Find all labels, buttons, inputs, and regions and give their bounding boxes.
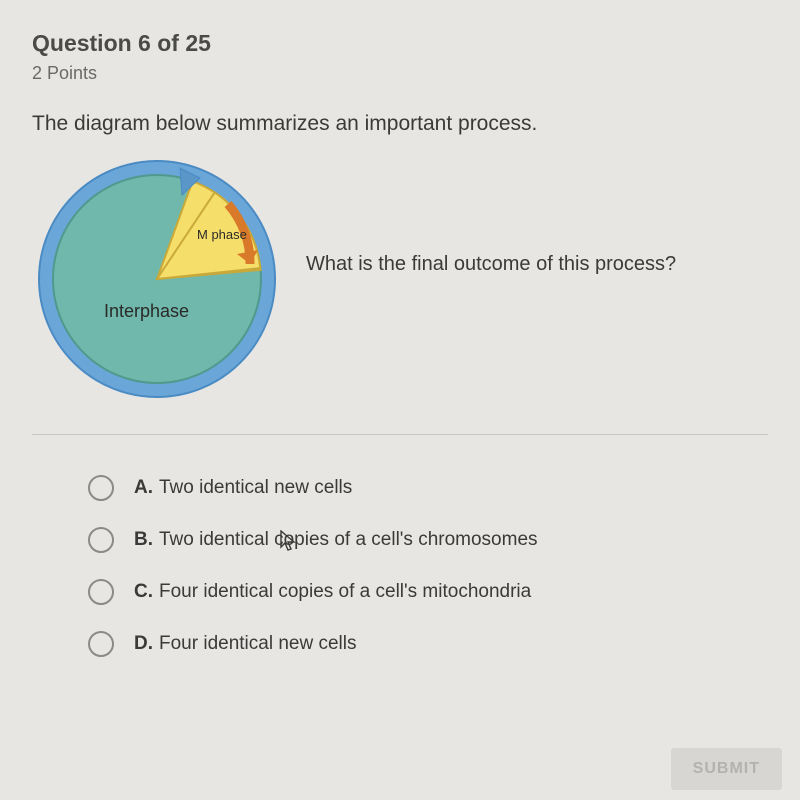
radio-icon[interactable] xyxy=(88,579,114,605)
submit-button[interactable]: SUBMIT xyxy=(671,748,782,790)
option-b[interactable]: B. Two identical copies of a cell's chro… xyxy=(88,527,768,553)
radio-icon[interactable] xyxy=(88,631,114,657)
wedge-label-text: M phase xyxy=(197,227,247,242)
question-number-title: Question 6 of 25 xyxy=(32,30,768,57)
option-d[interactable]: D. Four identical new cells xyxy=(88,631,768,657)
answer-options: A. Two identical new cells B. Two identi… xyxy=(32,475,768,657)
option-letter: D. xyxy=(134,633,153,655)
section-divider xyxy=(32,434,768,435)
question-points: 2 Points xyxy=(32,63,768,84)
question-page: Question 6 of 25 2 Points The diagram be… xyxy=(0,0,800,657)
question-stem: The diagram below summarizes an importan… xyxy=(32,112,768,136)
cell-cycle-diagram: M phase Interphase xyxy=(32,154,282,404)
radio-icon[interactable] xyxy=(88,527,114,553)
option-c[interactable]: C. Four identical copies of a cell's mit… xyxy=(88,579,768,605)
option-text: Four identical new cells xyxy=(159,633,356,655)
option-a[interactable]: A. Two identical new cells xyxy=(88,475,768,501)
diagram-row: M phase Interphase What is the final out… xyxy=(32,154,768,404)
side-question-text: What is the final outcome of this proces… xyxy=(306,253,676,276)
option-letter: B. xyxy=(134,529,153,551)
radio-icon[interactable] xyxy=(88,475,114,501)
option-letter: C. xyxy=(134,581,153,603)
option-text: Two identical copies of a cell's chromos… xyxy=(159,529,538,551)
interphase-label-text: Interphase xyxy=(104,301,189,321)
option-letter: A. xyxy=(134,477,153,499)
option-text: Four identical copies of a cell's mitoch… xyxy=(159,581,531,603)
option-text: Two identical new cells xyxy=(159,477,352,499)
